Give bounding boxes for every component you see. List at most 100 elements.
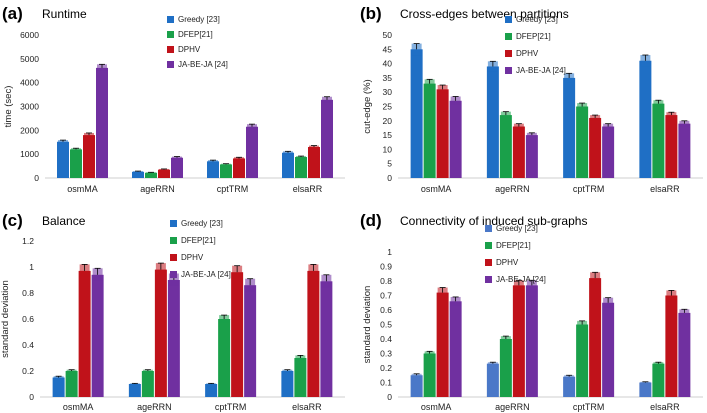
legend-entry: DPHV [516,49,539,58]
bar [281,371,294,397]
legend-swatch [485,242,492,249]
panel-label: (b) [360,4,382,23]
bar [307,270,320,397]
legend-swatch [505,67,512,74]
bar [436,89,449,178]
bar [295,157,307,178]
legend-entry: DPHV [496,258,519,267]
y-tick-label: 0.4 [22,340,34,350]
x-tick-label: ageRRN [495,184,530,194]
legend-swatch [505,50,512,57]
bar [665,115,678,178]
bar [218,319,231,397]
bar [65,371,78,397]
y-tick-label: 0.6 [22,314,34,324]
bar [96,67,108,178]
y-tick-label: 3000 [20,102,39,112]
legend-entry: Greedy [23] [181,219,223,228]
x-tick-label: elsaRR [650,402,680,412]
y-tick-label: 1000 [20,149,39,159]
legend-entry: DFEP[21] [516,32,551,41]
y-tick-label: 1 [387,247,392,257]
chart-panel-1: (a) Runtime time (sec) 0 1000 2000 3000 4000 500… [2,4,345,194]
legend-entry: DPHV [178,45,201,54]
legend-swatch [170,237,177,244]
legend-entry: Greedy [23] [516,15,558,24]
bar [486,66,499,178]
bar [220,164,232,178]
error-bar [146,172,156,174]
bar [205,384,218,397]
x-tick-label: osmMA [421,184,452,194]
bar [486,363,499,397]
y-tick-label: 15 [383,130,393,140]
legend-entry: DPHV [181,253,204,262]
legend-entry: DFEP[21] [496,241,531,250]
bar [321,99,333,178]
bar [512,285,525,397]
legend-swatch [505,33,512,40]
error-bar [513,123,524,130]
bar [320,281,333,397]
bar [132,171,144,178]
bar [141,371,154,397]
bar [246,126,258,178]
legend-entry: JA-BE-JA [24] [516,66,566,75]
x-tick-label: ageRRN [137,402,172,412]
bar [449,301,462,397]
bar [308,147,320,178]
legend-entry: JA-BE-JA [24] [178,60,228,69]
bar [57,141,69,178]
y-tick-label: 0.5 [380,320,392,330]
bar [652,103,665,178]
x-tick-label: ageRRN [140,184,175,194]
legend-entry: Greedy [23] [496,224,538,233]
bar [512,126,525,178]
legend-swatch [167,61,174,68]
y-tick-label: 2000 [20,125,39,135]
bar [652,363,665,397]
x-tick-label: osmMA [421,402,452,412]
bar [70,149,82,178]
x-tick-label: elsaRR [650,184,680,194]
bar [244,285,257,397]
y-tick-label: 0.8 [22,288,34,298]
bar [128,384,141,397]
x-tick-label: cptTRM [573,184,605,194]
y-tick-label: 0.6 [380,305,392,315]
x-tick-label: osmMA [63,402,94,412]
y-tick-label: 0 [29,392,34,402]
y-tick-label: 1.2 [22,236,34,246]
bar [436,292,449,397]
bar [158,169,170,178]
chart-title: Balance [42,214,86,228]
y-tick-label: 4000 [20,78,39,88]
bar [563,376,576,397]
y-tick-label: 40 [383,59,393,69]
y-tick-label: 0.9 [380,262,392,272]
error-bar [437,85,448,94]
error-bar [487,362,498,366]
bar [499,339,512,397]
bar [233,158,245,178]
y-tick-label: 6000 [20,30,39,40]
y-tick-label: 0.4 [380,334,392,344]
bar [423,353,436,397]
chart-title: Cross-edges between partitions [400,7,569,21]
bar [449,100,462,178]
x-tick-label: elsaRR [293,184,323,194]
y-tick-label: 0.3 [380,349,392,359]
panel-label: (a) [2,4,23,23]
x-tick-label: elsaRR [292,402,322,412]
bar [91,274,104,397]
y-tick-label: 0 [387,173,392,183]
panel-label: (d) [360,211,382,230]
bar [576,106,589,178]
bar [576,324,589,397]
bar [83,135,95,178]
bar [639,382,652,397]
y-tick-label: 5000 [20,54,39,64]
y-tick-label: 0 [34,173,39,183]
chart-panel-2: (b) Cross-edges between partitions cut-edg… [360,4,703,194]
y-tick-label: 0.7 [380,291,392,301]
